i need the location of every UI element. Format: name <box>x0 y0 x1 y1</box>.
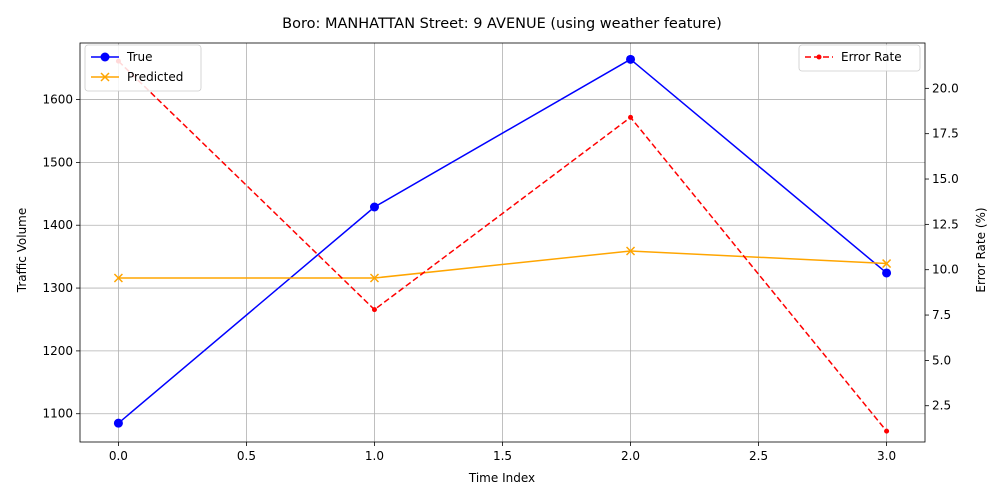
data-point-error-rate <box>884 428 890 434</box>
y-axis-label: Traffic Volume <box>15 208 29 294</box>
y2-tick-label: 7.5 <box>932 308 951 322</box>
x-tick-label: 2.5 <box>749 449 768 463</box>
y-tick-label: 1600 <box>42 93 73 107</box>
legend-marker-error-rate <box>816 54 822 60</box>
y2-axis-label: Error Rate (%) <box>974 207 988 292</box>
chart-title: Boro: MANHATTAN Street: 9 AVENUE (using … <box>282 16 722 32</box>
marker-x-stroke <box>369 273 380 283</box>
data-point-true <box>113 418 123 428</box>
y2-tick-label: 5.0 <box>932 353 951 367</box>
y2-tick-label: 20.0 <box>932 81 959 95</box>
legend-label-predicted: Predicted <box>127 70 183 84</box>
data-point-true <box>369 202 379 212</box>
data-point-predicted <box>625 246 636 256</box>
marker-x-stroke <box>625 246 636 256</box>
x-tick-label: 3.0 <box>877 449 896 463</box>
y2-tick-label: 2.5 <box>932 399 951 413</box>
data-point-predicted <box>113 273 123 283</box>
y-tick-label: 1400 <box>42 218 73 232</box>
y2-tick-label: 12.5 <box>932 217 959 231</box>
x-tick-label: 0.0 <box>109 449 128 463</box>
y2-tick-label: 17.5 <box>932 127 959 141</box>
legend-marker-true <box>100 52 110 62</box>
data-point-true <box>882 268 892 278</box>
x-tick-label: 1.0 <box>365 449 384 463</box>
y2-tick-label: 10.0 <box>932 263 959 277</box>
y-tick-label: 1300 <box>42 281 73 295</box>
legend-marker-predicted <box>100 72 110 82</box>
y-tick-label: 1100 <box>42 407 73 421</box>
data-point-predicted <box>882 259 892 269</box>
series-line-predicted <box>118 250 887 279</box>
series-line-true <box>117 58 888 424</box>
legend-left: True Predicted <box>84 44 202 92</box>
plot-frame <box>79 42 926 443</box>
series-line-error-rate <box>117 60 888 432</box>
y-tick-label: 1200 <box>42 344 73 358</box>
y-tick-label: 1500 <box>42 155 73 169</box>
plot-area <box>113 54 892 434</box>
marker-x-stroke <box>882 259 892 269</box>
x-tick-label: 0.5 <box>237 449 256 463</box>
legend-label-error-rate: Error Rate <box>841 50 902 64</box>
data-point-true <box>626 54 636 64</box>
marker-x-stroke <box>100 72 110 82</box>
axes: 0.0 0.5 1.0 1.5 2.0 2.5 3.0 1100 1200 1300 1400 150… <box>42 42 959 463</box>
x-tick-label: 1.5 <box>493 449 512 463</box>
x-tick-label: 2.0 <box>621 449 640 463</box>
legend-right: Error Rate <box>798 44 921 72</box>
data-point-error-rate <box>371 307 377 313</box>
grid <box>80 43 925 442</box>
legend-label-true: True <box>126 50 153 64</box>
x-axis-label: Time Index <box>468 471 535 485</box>
marker-x-stroke <box>113 273 123 283</box>
legend-box <box>798 44 921 72</box>
y2-tick-label: 15.0 <box>932 172 959 186</box>
data-point-error-rate <box>628 114 634 120</box>
data-point-predicted <box>369 273 380 283</box>
